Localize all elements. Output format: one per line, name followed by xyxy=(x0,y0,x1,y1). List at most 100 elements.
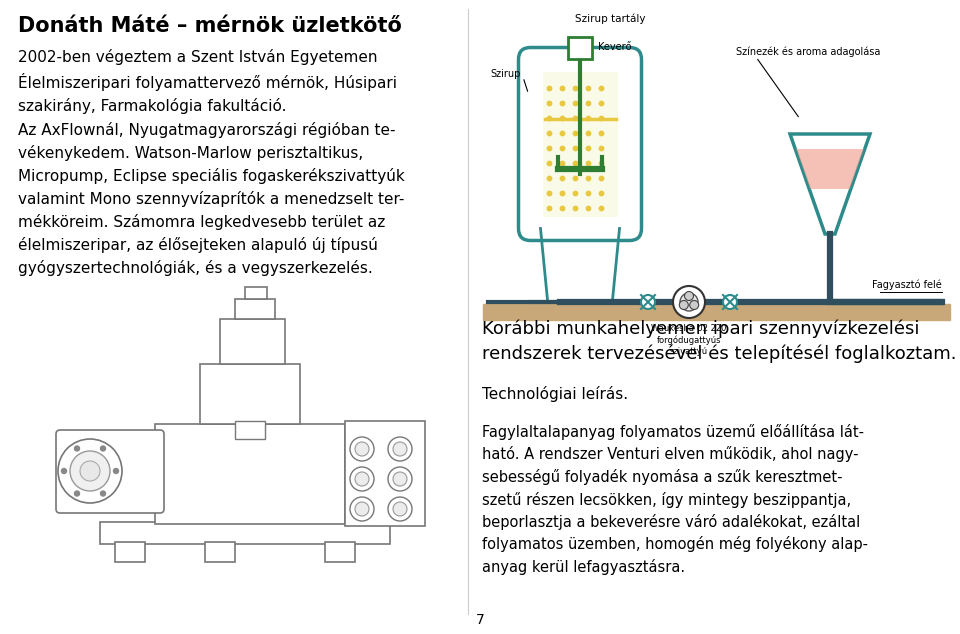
Bar xyxy=(542,72,617,216)
Circle shape xyxy=(587,116,590,120)
Circle shape xyxy=(561,101,564,106)
Circle shape xyxy=(547,176,552,181)
Circle shape xyxy=(58,439,122,503)
Text: Színezék és aroma adagolása: Színezék és aroma adagolása xyxy=(736,47,880,57)
Circle shape xyxy=(101,446,106,451)
Text: Waukesha U2 220
forgódugattyús
szivattyú: Waukesha U2 220 forgódugattyús szivattyú xyxy=(651,324,727,356)
Circle shape xyxy=(689,301,699,309)
Circle shape xyxy=(599,131,604,136)
Bar xyxy=(483,304,950,320)
Circle shape xyxy=(587,176,590,181)
Bar xyxy=(115,542,145,562)
Bar xyxy=(325,542,355,562)
Circle shape xyxy=(393,502,407,516)
Text: Keverő: Keverő xyxy=(598,41,632,51)
Circle shape xyxy=(599,101,604,106)
Circle shape xyxy=(599,161,604,165)
Circle shape xyxy=(388,467,412,491)
Circle shape xyxy=(350,437,374,461)
Circle shape xyxy=(80,461,100,481)
Circle shape xyxy=(393,472,407,486)
Circle shape xyxy=(573,101,578,106)
Circle shape xyxy=(75,446,80,451)
Text: Technológiai leírás.: Technológiai leírás. xyxy=(482,386,628,402)
Circle shape xyxy=(393,442,407,456)
Bar xyxy=(200,364,300,424)
Text: Szirup: Szirup xyxy=(490,69,520,79)
Circle shape xyxy=(573,161,578,165)
Circle shape xyxy=(599,191,604,196)
Circle shape xyxy=(547,86,552,91)
Circle shape xyxy=(547,191,552,196)
Circle shape xyxy=(101,491,106,496)
Bar xyxy=(235,421,265,439)
Circle shape xyxy=(587,206,590,210)
Circle shape xyxy=(723,295,737,309)
Circle shape xyxy=(641,295,655,309)
Circle shape xyxy=(599,86,604,91)
Bar xyxy=(235,299,275,319)
Bar xyxy=(345,421,425,526)
Circle shape xyxy=(573,131,578,136)
Circle shape xyxy=(573,146,578,151)
Circle shape xyxy=(599,206,604,210)
Text: Fagyasztó felé: Fagyasztó felé xyxy=(873,280,942,290)
Circle shape xyxy=(587,191,590,196)
Circle shape xyxy=(561,176,564,181)
Circle shape xyxy=(350,497,374,521)
Circle shape xyxy=(684,292,693,301)
Bar xyxy=(155,424,345,524)
FancyBboxPatch shape xyxy=(56,430,164,513)
Circle shape xyxy=(680,293,698,311)
Circle shape xyxy=(599,146,604,151)
Circle shape xyxy=(673,286,705,318)
Circle shape xyxy=(547,116,552,120)
Circle shape xyxy=(70,451,110,491)
Circle shape xyxy=(599,176,604,181)
Circle shape xyxy=(355,472,369,486)
Circle shape xyxy=(561,206,564,210)
Circle shape xyxy=(573,86,578,91)
Circle shape xyxy=(75,491,80,496)
Circle shape xyxy=(587,101,590,106)
Circle shape xyxy=(587,131,590,136)
Bar xyxy=(568,37,592,58)
FancyBboxPatch shape xyxy=(518,48,641,240)
Circle shape xyxy=(587,146,590,151)
Circle shape xyxy=(561,146,564,151)
Circle shape xyxy=(561,116,564,120)
Circle shape xyxy=(587,161,590,165)
Bar xyxy=(205,542,235,562)
Circle shape xyxy=(547,101,552,106)
Text: Fagylaltalapanyag folyamatos üzemű előállítása lát-
ható. A rendszer Venturi elv: Fagylaltalapanyag folyamatos üzemű előál… xyxy=(482,424,868,575)
Text: Szirup tartály: Szirup tartály xyxy=(575,13,645,23)
Circle shape xyxy=(355,502,369,516)
Circle shape xyxy=(547,131,552,136)
Circle shape xyxy=(680,301,688,309)
Circle shape xyxy=(388,437,412,461)
Polygon shape xyxy=(796,149,864,189)
Bar xyxy=(245,287,267,299)
Circle shape xyxy=(573,191,578,196)
Circle shape xyxy=(350,467,374,491)
Text: Donáth Máté – mérnök üzletkötő: Donáth Máté – mérnök üzletkötő xyxy=(18,16,402,36)
Circle shape xyxy=(587,86,590,91)
Circle shape xyxy=(573,116,578,120)
Circle shape xyxy=(388,497,412,521)
Circle shape xyxy=(547,146,552,151)
Circle shape xyxy=(355,442,369,456)
Polygon shape xyxy=(790,134,870,234)
Circle shape xyxy=(561,131,564,136)
Text: 7: 7 xyxy=(475,613,485,627)
Circle shape xyxy=(573,176,578,181)
Circle shape xyxy=(561,191,564,196)
Text: 2002-ben végeztem a Szent István Egyetemen
Élelmiszeripari folyamattervező mérnö: 2002-ben végeztem a Szent István Egyetem… xyxy=(18,49,405,276)
Circle shape xyxy=(599,116,604,120)
Circle shape xyxy=(113,469,118,474)
Bar xyxy=(100,522,390,544)
Circle shape xyxy=(561,161,564,165)
Circle shape xyxy=(61,469,66,474)
Circle shape xyxy=(547,161,552,165)
Text: Korábbi munkahelyemen ipari szennyvízkezelési
rendszerek tervezésével és telepít: Korábbi munkahelyemen ipari szennyvízkez… xyxy=(482,319,956,363)
Circle shape xyxy=(573,206,578,210)
